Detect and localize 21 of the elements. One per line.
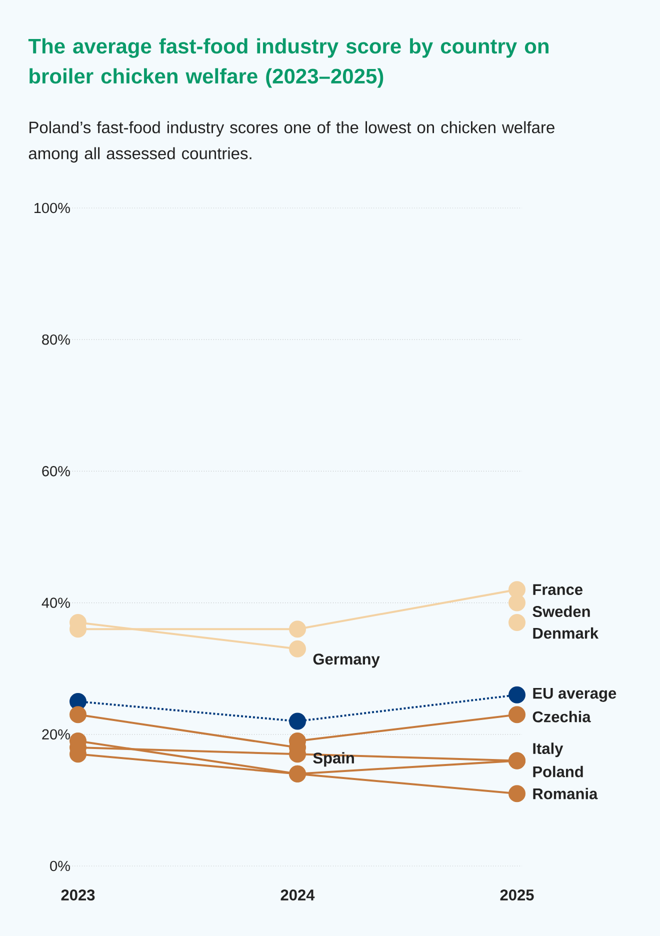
y-tick-label: 100% <box>34 202 70 214</box>
chart-title: The average fast-food industry score by country on broiler chicken welfare (2023–2025) <box>28 38 548 88</box>
chart-subtitle: Poland’s fast-food industry scores one of the lowest on chicken welfare among all assessed countries. <box>28 121 554 163</box>
series-label: Italy <box>533 742 564 758</box>
series-label: Romania <box>533 788 598 800</box>
series-label: France <box>533 584 582 596</box>
y-tick-label: 80% <box>42 334 70 345</box>
series-label: Spain <box>313 752 354 767</box>
series-label: Sweden <box>532 606 590 618</box>
y-tick-label: 60% <box>42 466 70 476</box>
y-tick-label: 20% <box>42 729 70 740</box>
series-label: Denmark <box>533 627 599 639</box>
x-tick-label: 2024 <box>280 890 315 900</box>
y-tick-label: 40% <box>42 598 70 608</box>
series-label: Poland <box>533 766 583 778</box>
series-label: Germany <box>313 654 380 668</box>
series-label: Czechia <box>532 710 591 722</box>
x-tick-label: 2023 <box>61 890 95 901</box>
y-tick-label: 0% <box>50 860 70 872</box>
series-label: EU average <box>533 688 616 702</box>
x-tick-label: 2025 <box>500 890 534 900</box>
